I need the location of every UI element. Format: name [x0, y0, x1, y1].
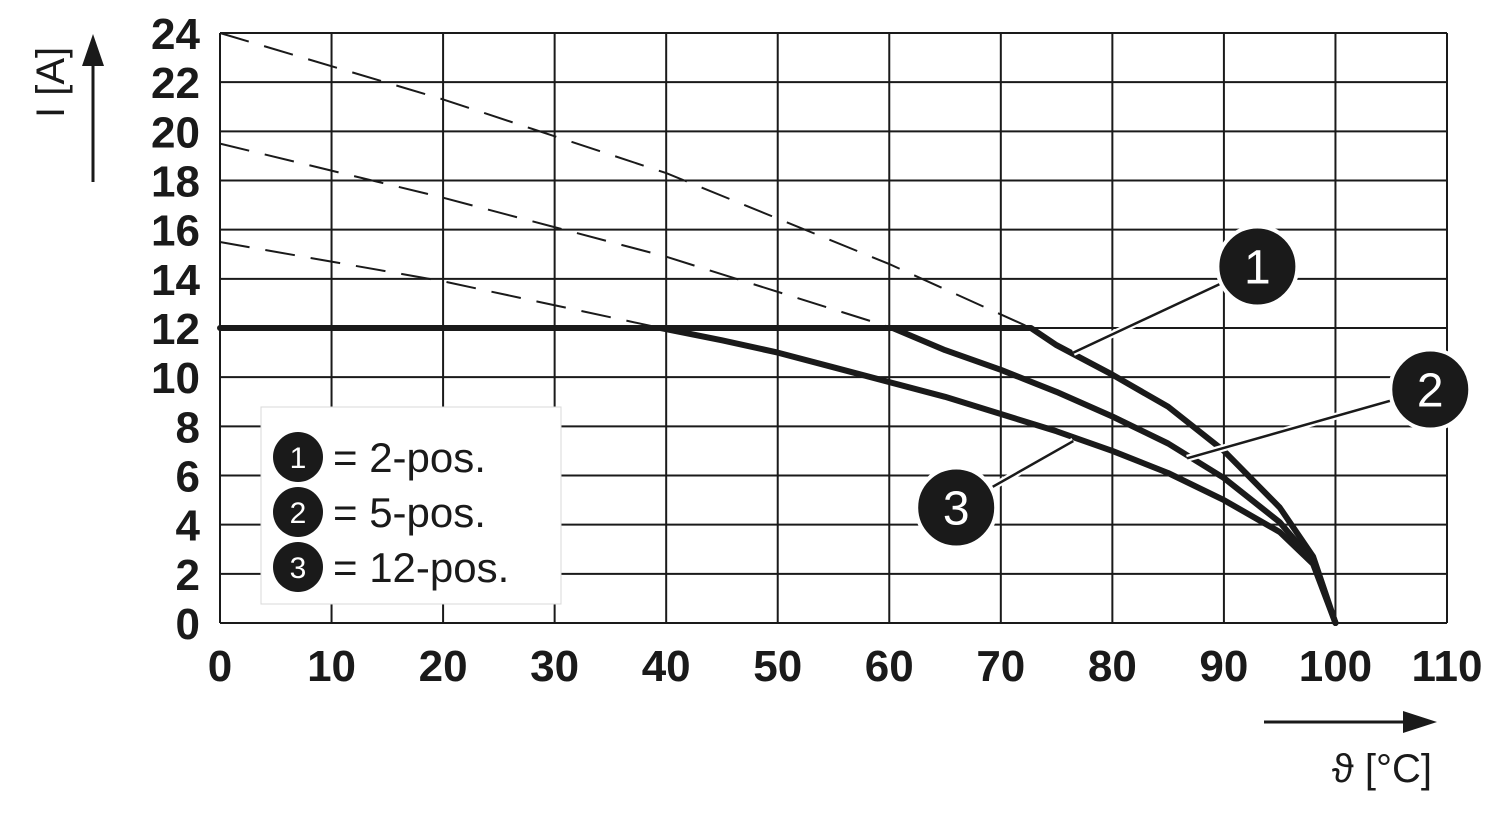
y-tick-label: 8: [176, 403, 200, 452]
series-lines: [217, 32, 1339, 626]
x-tick-label: 50: [753, 642, 802, 691]
series-2-solid-line: [889, 325, 1339, 626]
x-tick-label: 10: [307, 642, 356, 691]
x-axis-arrow-head: [1403, 711, 1437, 733]
legend-badge-3: [273, 542, 323, 592]
callout-leader-2: [1186, 388, 1431, 460]
y-tick-label: 2: [176, 551, 200, 600]
x-tick-label: 110: [1412, 642, 1483, 691]
x-tick-label: 30: [530, 642, 579, 691]
plot-grid: [219, 32, 1448, 624]
series-callouts: 1 2 3: [914, 224, 1473, 550]
callout-badge-3: [914, 465, 999, 550]
y-axis-label: I [A]: [29, 47, 73, 118]
x-axis-title: ϑ [°C]: [1264, 711, 1437, 791]
y-tick-label: 16: [151, 207, 200, 256]
legend-label: = 2-pos.: [333, 434, 486, 481]
series-1-solid-line: [217, 325, 1339, 626]
legend-label: = 12-pos.: [333, 544, 509, 591]
y-tick-label: 0: [176, 600, 200, 649]
callout-badge-2: [1388, 347, 1473, 432]
series-3-solid-line: [657, 325, 1339, 626]
legend-badge-2: [273, 487, 323, 537]
legend-badge-1: [273, 432, 323, 482]
x-tick-label: 40: [642, 642, 691, 691]
y-tick-label: 4: [176, 502, 201, 551]
x-axis-label: ϑ [°C]: [1332, 747, 1432, 791]
y-tick-label: 24: [151, 10, 200, 59]
callout-badge-number: 1: [1244, 242, 1271, 295]
x-tick-label: 60: [865, 642, 914, 691]
y-tick-label: 14: [151, 256, 200, 305]
y-tick-label: 6: [176, 453, 200, 502]
y-tick-label: 12: [151, 305, 200, 354]
y-tick-label: 22: [151, 59, 200, 108]
legend-badge-number: 2: [290, 497, 307, 530]
callout-badge-number: 3: [943, 482, 970, 535]
callout-badge-number: 2: [1417, 364, 1444, 417]
y-axis-title: I [A]: [29, 34, 104, 182]
y-axis-arrow-head: [82, 34, 104, 66]
legend-badge-number: 3: [290, 552, 307, 585]
x-tick-label: 80: [1088, 642, 1137, 691]
callout-badge-1: [1215, 224, 1300, 309]
x-tick-label: 100: [1299, 642, 1372, 691]
series-1-dashed-line: [219, 32, 1032, 329]
legend-badge-number: 1: [290, 442, 307, 475]
legend-label: = 5-pos.: [333, 489, 486, 536]
series-3-dashed-line: [219, 241, 661, 329]
x-tick-label: 0: [208, 642, 232, 691]
y-tick-label: 20: [151, 108, 200, 157]
x-tick-label: 90: [1199, 642, 1248, 691]
x-tick-label: 20: [419, 642, 468, 691]
x-tick-label: 70: [976, 642, 1025, 691]
y-tick-label: 18: [151, 158, 200, 207]
y-tick-label: 10: [151, 354, 200, 403]
x-axis-ticks: 0 10 20 30 40 50 60 70 80 90 100 110: [208, 642, 1483, 691]
legend: 1 = 2-pos. 2 = 5-pos. 3 = 12-pos.: [260, 406, 562, 605]
series-2-dashed-line: [219, 142, 893, 329]
